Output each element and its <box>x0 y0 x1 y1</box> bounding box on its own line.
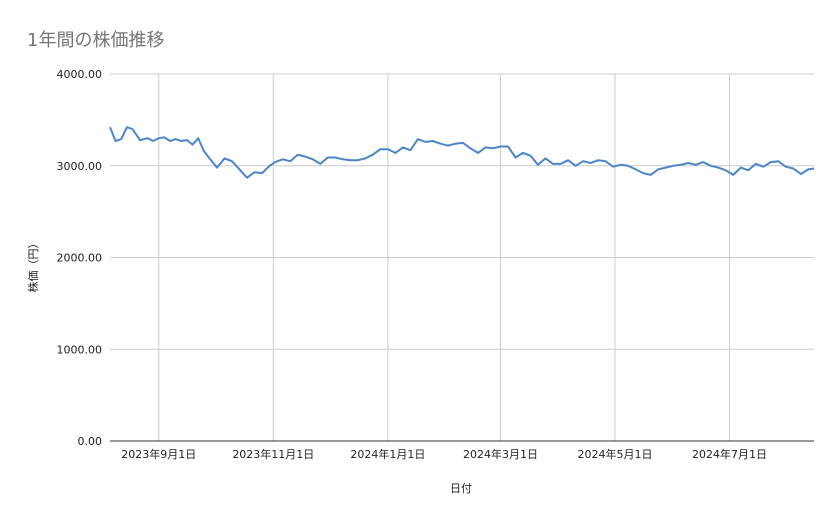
y-tick-label: 2000.00 <box>57 252 103 265</box>
y-axis-label: 株価（円） <box>26 238 40 293</box>
grid-lines <box>110 73 814 441</box>
y-tick-label: 3000.00 <box>57 160 103 173</box>
x-tick-label: 2023年11月1日 <box>232 447 314 461</box>
y-tick-label: 0.00 <box>78 435 103 448</box>
x-tick-label: 2024年3月1日 <box>463 447 538 461</box>
series-layer <box>109 126 815 179</box>
series-line <box>109 126 815 179</box>
y-tick-label: 4000.00 <box>57 68 103 81</box>
x-tick-label: 2024年5月1日 <box>578 447 653 461</box>
chart-title: 1年間の株価推移 <box>27 30 165 51</box>
x-tick-label: 2024年1月1日 <box>350 447 425 461</box>
x-axis-label: 日付 <box>450 482 472 495</box>
x-tick-label: 2024年7月1日 <box>692 447 767 461</box>
tick-labels: 0.00 1000.00 2000.00 3000.00 4000.00 2023年9月1… <box>57 68 768 461</box>
x-tick-label: 2023年9月1日 <box>121 447 196 461</box>
y-tick-label: 1000.00 <box>57 343 103 356</box>
